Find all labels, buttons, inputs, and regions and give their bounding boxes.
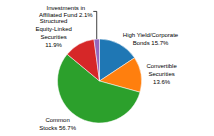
- svg-text:ConvertibleSecurities13.6%: ConvertibleSecurities13.6%: [146, 63, 177, 85]
- svg-text:High Yield/CorporateBonds 15.7: High Yield/CorporateBonds 15.7%: [123, 32, 179, 46]
- svg-text:CommonStocks 56.7%: CommonStocks 56.7%: [39, 117, 76, 131]
- svg-text:StructuredEquity-LinkedSecurit: StructuredEquity-LinkedSecurities11.9%: [35, 18, 71, 47]
- svg-text:Investments inAffiliated Fund: Investments inAffiliated Fund 2.1%: [39, 5, 93, 19]
